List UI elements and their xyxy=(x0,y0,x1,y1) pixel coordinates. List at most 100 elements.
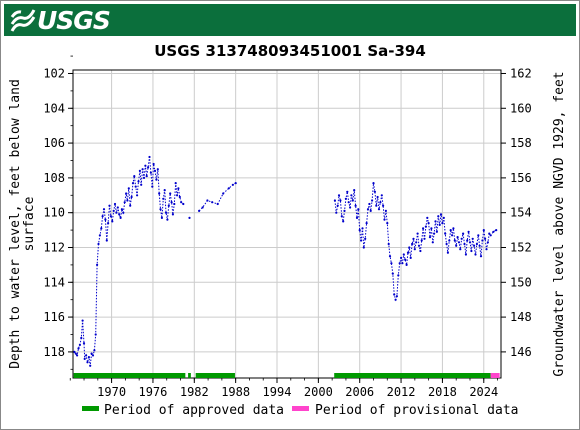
data-point xyxy=(182,202,185,206)
data-point xyxy=(91,354,95,357)
data-point xyxy=(136,194,139,197)
data-point xyxy=(409,256,412,259)
data-point xyxy=(104,218,107,221)
data-point xyxy=(453,239,456,242)
data-point xyxy=(371,199,374,202)
legend-swatch xyxy=(292,406,309,411)
data-point xyxy=(227,187,230,190)
data-point xyxy=(446,251,449,254)
data-point xyxy=(495,229,498,232)
data-point xyxy=(163,189,166,192)
axes: 1970 1976 1982 1988 1994 2000 2006 2012 2018 2024… xyxy=(43,55,532,399)
data-point xyxy=(98,234,101,237)
data-point xyxy=(474,253,477,256)
data-point xyxy=(452,227,455,230)
y2-tick-label: 154 xyxy=(510,206,532,220)
data-point xyxy=(428,236,432,239)
y-tick-label: 108 xyxy=(43,171,65,185)
usgs-logo-text: USGS xyxy=(37,5,111,35)
data-point xyxy=(177,187,180,190)
usgs-wave-icon xyxy=(10,9,36,32)
data-point xyxy=(353,189,356,192)
data-point xyxy=(101,215,104,218)
x-tick-label: 1976 xyxy=(138,385,167,399)
data-point xyxy=(138,169,141,172)
data-point xyxy=(398,262,401,265)
data-point xyxy=(167,204,170,207)
data-point xyxy=(479,255,483,258)
data-point xyxy=(80,336,83,340)
data-point xyxy=(123,201,126,204)
data-point xyxy=(130,195,133,199)
data-point xyxy=(77,347,80,350)
data-point xyxy=(408,246,411,249)
data-point xyxy=(424,225,427,228)
data-point xyxy=(96,263,99,266)
data-point xyxy=(405,263,408,266)
data-point xyxy=(477,234,480,237)
data-point xyxy=(406,251,410,254)
data-point xyxy=(384,209,387,212)
data-point xyxy=(382,204,385,207)
data-point xyxy=(178,195,181,199)
data-point xyxy=(86,361,89,364)
x-tick-label: 2006 xyxy=(345,385,374,399)
series-line xyxy=(334,183,497,302)
data-point xyxy=(137,180,140,183)
data-point xyxy=(387,242,390,246)
data-point xyxy=(90,352,93,355)
data-point xyxy=(87,356,90,359)
data-point xyxy=(362,246,365,249)
data-point xyxy=(127,187,130,190)
data-point xyxy=(482,229,485,232)
data-point xyxy=(376,195,379,199)
y-tick-label: 104 xyxy=(43,101,65,115)
y2-tick-label: 156 xyxy=(510,171,532,185)
data-point xyxy=(113,202,117,206)
data-point xyxy=(464,253,467,256)
data-point xyxy=(159,208,162,211)
data-point xyxy=(486,241,489,244)
data-point xyxy=(108,204,111,207)
data-point xyxy=(466,239,469,242)
data-point xyxy=(422,227,425,230)
data-point xyxy=(198,209,201,212)
data-point xyxy=(390,262,393,265)
usgs-logo[interactable]: USGS xyxy=(10,5,111,35)
data-point xyxy=(427,222,430,225)
grid-lines xyxy=(73,70,501,378)
data-point xyxy=(391,272,394,275)
x-tick-label: 1970 xyxy=(97,385,126,399)
data-point xyxy=(462,232,465,235)
data-point xyxy=(457,241,461,244)
data-point xyxy=(354,204,357,207)
data-point xyxy=(438,223,441,226)
x-tick-label: 2012 xyxy=(387,385,416,399)
data-point xyxy=(402,253,405,256)
data-point xyxy=(82,342,86,345)
data-point xyxy=(357,208,360,211)
data-point xyxy=(156,168,159,171)
data-point xyxy=(368,202,371,206)
data-point xyxy=(448,239,451,242)
data-point xyxy=(441,222,444,225)
data-point xyxy=(153,169,157,172)
series-line xyxy=(198,182,236,212)
data-point xyxy=(222,192,225,195)
legend: Period of approved data Period of provisi… xyxy=(82,403,519,418)
y2-tick-label: 152 xyxy=(510,240,532,254)
data-point xyxy=(364,237,367,240)
data-point xyxy=(394,298,397,301)
data-point xyxy=(129,204,132,207)
data-point xyxy=(456,236,459,239)
data-point xyxy=(459,248,462,251)
approved-period-bar xyxy=(73,373,186,378)
data-point xyxy=(125,192,128,195)
data-point xyxy=(404,258,407,261)
data-point xyxy=(377,208,381,211)
approved-period-bar xyxy=(195,373,235,378)
data-point xyxy=(145,175,148,178)
data-point xyxy=(346,190,349,193)
data-point xyxy=(122,211,125,214)
